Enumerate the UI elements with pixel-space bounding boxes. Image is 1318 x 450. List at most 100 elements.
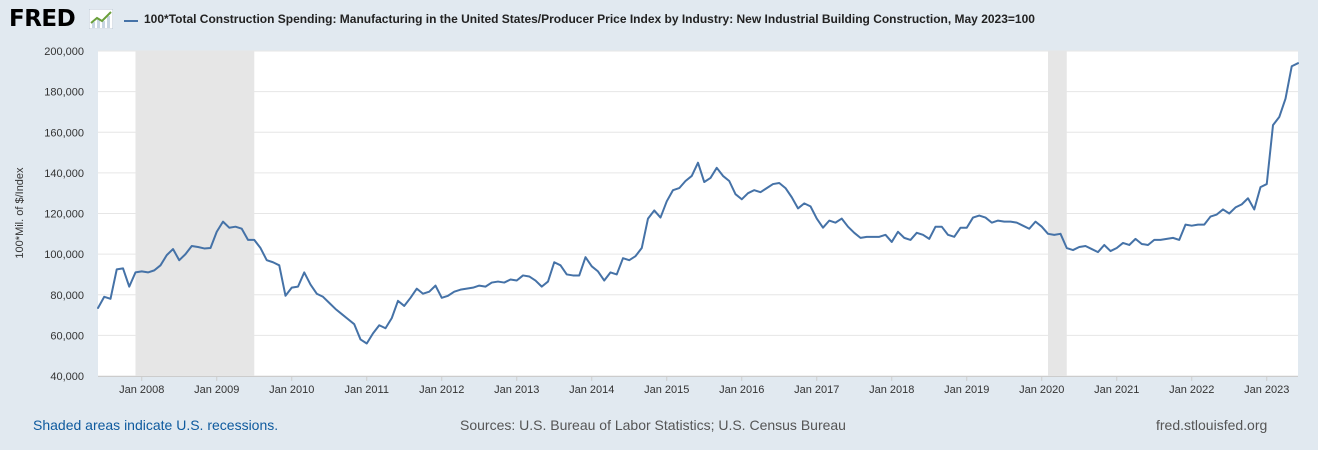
data-point[interactable] — [347, 318, 349, 320]
data-point[interactable] — [153, 269, 155, 271]
data-point[interactable] — [334, 308, 336, 310]
data-point[interactable] — [503, 281, 505, 283]
data-point[interactable] — [828, 219, 830, 221]
data-point[interactable] — [653, 209, 655, 211]
data-point[interactable] — [953, 236, 955, 238]
data-point[interactable] — [916, 232, 918, 234]
data-point[interactable] — [959, 227, 961, 229]
data-point[interactable] — [922, 234, 924, 236]
data-point[interactable] — [891, 241, 893, 243]
data-point[interactable] — [628, 259, 630, 261]
data-point[interactable] — [422, 293, 424, 295]
data-point[interactable] — [384, 327, 386, 329]
data-point[interactable] — [716, 167, 718, 169]
data-point[interactable] — [397, 300, 399, 302]
data-point[interactable] — [266, 259, 268, 261]
data-point[interactable] — [247, 239, 249, 241]
data-point[interactable] — [522, 274, 524, 276]
data-point[interactable] — [803, 202, 805, 204]
data-point[interactable] — [1053, 234, 1055, 236]
data-point[interactable] — [428, 291, 430, 293]
data-point[interactable] — [722, 175, 724, 177]
data-point[interactable] — [1066, 247, 1068, 249]
data-point[interactable] — [447, 295, 449, 297]
data-point[interactable] — [897, 231, 899, 233]
data-point[interactable] — [484, 285, 486, 287]
data-point[interactable] — [147, 271, 149, 273]
data-point[interactable] — [703, 181, 705, 183]
data-point[interactable] — [997, 219, 999, 221]
data-point[interactable] — [928, 238, 930, 240]
data-point[interactable] — [303, 271, 305, 273]
data-point[interactable] — [378, 324, 380, 326]
data-point[interactable] — [697, 162, 699, 164]
data-point[interactable] — [816, 217, 818, 219]
data-point[interactable] — [322, 296, 324, 298]
data-point[interactable] — [1172, 237, 1174, 239]
data-point[interactable] — [691, 175, 693, 177]
data-point[interactable] — [1016, 221, 1018, 223]
data-point[interactable] — [391, 317, 393, 319]
data-point[interactable] — [284, 295, 286, 297]
data-point[interactable] — [1266, 183, 1268, 185]
data-point[interactable] — [622, 257, 624, 259]
data-point[interactable] — [297, 285, 299, 287]
data-point[interactable] — [234, 226, 236, 228]
data-point[interactable] — [228, 227, 230, 229]
data-point[interactable] — [597, 270, 599, 272]
data-point[interactable] — [591, 265, 593, 267]
data-point[interactable] — [747, 192, 749, 194]
data-point[interactable] — [328, 302, 330, 304]
data-point[interactable] — [559, 264, 561, 266]
data-point[interactable] — [609, 271, 611, 273]
data-point[interactable] — [434, 284, 436, 286]
data-point[interactable] — [222, 220, 224, 222]
data-point[interactable] — [1047, 233, 1049, 235]
data-point[interactable] — [453, 291, 455, 293]
data-point[interactable] — [309, 283, 311, 285]
data-point[interactable] — [253, 239, 255, 241]
data-point[interactable] — [634, 255, 636, 257]
data-point[interactable] — [1022, 224, 1024, 226]
line-chart[interactable]: 40,000 60,000 80,000 100,000 120,000 140,000 1… — [0, 0, 1318, 410]
data-point[interactable] — [947, 234, 949, 236]
data-point[interactable] — [866, 236, 868, 238]
data-point[interactable] — [1072, 249, 1074, 251]
data-point[interactable] — [241, 228, 243, 230]
data-point[interactable] — [991, 221, 993, 223]
data-point[interactable] — [459, 288, 461, 290]
data-point[interactable] — [166, 254, 168, 256]
data-point[interactable] — [1128, 244, 1130, 246]
data-point[interactable] — [416, 287, 418, 289]
data-point[interactable] — [509, 278, 511, 280]
data-point[interactable] — [441, 297, 443, 299]
data-point[interactable] — [666, 200, 668, 202]
data-point[interactable] — [1241, 203, 1243, 205]
data-point[interactable] — [134, 271, 136, 273]
data-point[interactable] — [1259, 186, 1261, 188]
data-point[interactable] — [1091, 248, 1093, 250]
data-point[interactable] — [466, 287, 468, 289]
data-point[interactable] — [1034, 220, 1036, 222]
data-point[interactable] — [834, 221, 836, 223]
data-point[interactable] — [841, 217, 843, 219]
data-point[interactable] — [547, 280, 549, 282]
data-point[interactable] — [941, 226, 943, 228]
data-point[interactable] — [734, 193, 736, 195]
data-point[interactable] — [366, 342, 368, 344]
data-point[interactable] — [753, 189, 755, 191]
data-point[interactable] — [1141, 243, 1143, 245]
data-point[interactable] — [497, 280, 499, 282]
data-point[interactable] — [553, 261, 555, 263]
data-point[interactable] — [603, 279, 605, 281]
data-point[interactable] — [684, 180, 686, 182]
data-point[interactable] — [409, 297, 411, 299]
data-point[interactable] — [1059, 233, 1061, 235]
data-point[interactable] — [341, 313, 343, 315]
data-point[interactable] — [372, 332, 374, 334]
data-point[interactable] — [1003, 220, 1005, 222]
data-point[interactable] — [784, 187, 786, 189]
recessions-note-link[interactable]: Shaded areas indicate U.S. recessions. — [33, 417, 279, 433]
data-point[interactable] — [872, 236, 874, 238]
data-point[interactable] — [853, 232, 855, 234]
